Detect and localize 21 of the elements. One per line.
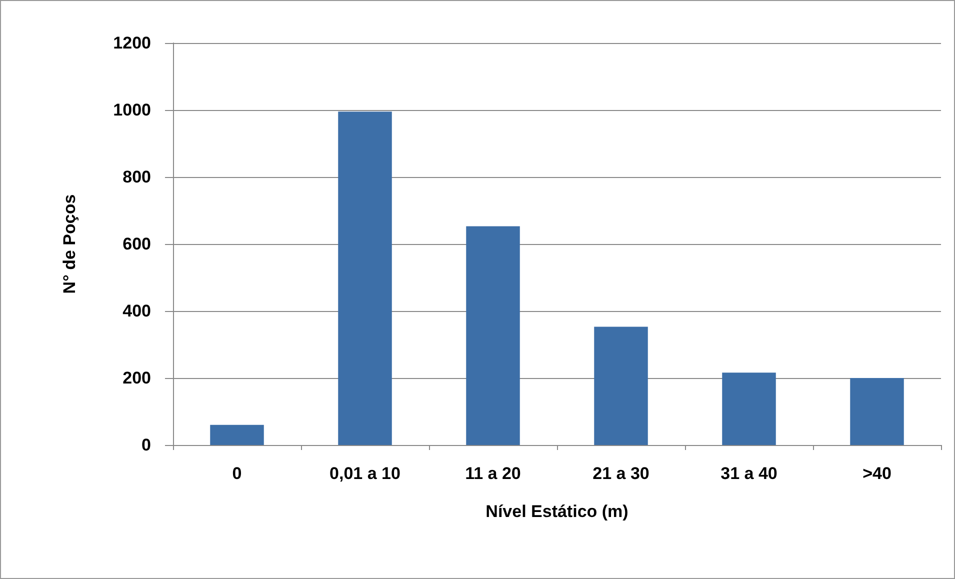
bar xyxy=(722,372,776,445)
y-tick-label: 800 xyxy=(122,168,151,186)
y-tick-label: 200 xyxy=(122,368,151,388)
y-tick-label: 1200 xyxy=(113,34,151,52)
bar xyxy=(210,424,264,445)
bar xyxy=(594,326,648,445)
x-tick-label: 0,01 a 10 xyxy=(330,464,400,483)
y-tick-label: 400 xyxy=(122,302,151,320)
y-tick-label: 0 xyxy=(142,436,151,454)
x-tick-label: 0 xyxy=(232,464,242,483)
bar xyxy=(338,112,392,445)
y-tick-label: 600 xyxy=(122,234,151,254)
bar xyxy=(466,226,520,445)
x-tick-label: >40 xyxy=(862,464,892,483)
y-axis-title: N° de Poços xyxy=(60,194,79,294)
x-tick-label: 21 a 30 xyxy=(592,464,650,483)
y-tick-label: 1000 xyxy=(113,100,151,120)
x-axis-title: Nível Estático (m) xyxy=(486,502,628,521)
bar xyxy=(850,378,904,445)
x-tick-label: 11 a 20 xyxy=(465,464,521,483)
x-tick-label: 31 a 40 xyxy=(720,464,778,483)
